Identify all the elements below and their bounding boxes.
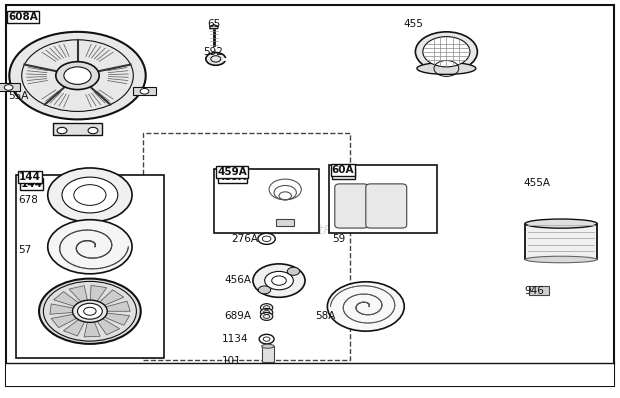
Polygon shape <box>63 317 86 336</box>
FancyBboxPatch shape <box>366 184 407 228</box>
Circle shape <box>64 67 91 84</box>
Bar <box>525 224 597 259</box>
Text: eReplacementParts.com: eReplacementParts.com <box>234 224 386 237</box>
Circle shape <box>259 286 271 294</box>
Text: 608A: 608A <box>8 12 38 22</box>
Text: 1134: 1134 <box>222 334 249 344</box>
Text: 60A: 60A <box>333 168 354 178</box>
Text: 144: 144 <box>19 172 40 182</box>
Text: 60A: 60A <box>332 164 354 175</box>
Text: 59: 59 <box>332 234 345 244</box>
Bar <box>133 87 156 95</box>
Polygon shape <box>101 301 130 311</box>
Text: 456A: 456A <box>224 275 252 285</box>
Polygon shape <box>69 286 88 304</box>
Text: 455A: 455A <box>524 178 551 188</box>
Bar <box>53 123 102 135</box>
Circle shape <box>423 37 470 67</box>
Circle shape <box>287 267 299 275</box>
Polygon shape <box>97 290 124 307</box>
Polygon shape <box>100 312 130 325</box>
Ellipse shape <box>417 62 476 74</box>
Circle shape <box>260 308 273 316</box>
Polygon shape <box>91 285 107 304</box>
Text: 459A: 459A <box>217 167 247 177</box>
Text: 57: 57 <box>19 244 32 255</box>
Circle shape <box>327 282 404 331</box>
Bar <box>0 84 20 92</box>
Polygon shape <box>54 292 82 308</box>
Text: 678: 678 <box>19 195 38 205</box>
Bar <box>6 363 614 386</box>
Text: 455: 455 <box>403 19 423 29</box>
Circle shape <box>39 279 141 344</box>
Circle shape <box>140 88 149 94</box>
Circle shape <box>78 303 102 319</box>
Ellipse shape <box>525 219 597 228</box>
Circle shape <box>48 220 132 274</box>
Circle shape <box>73 300 107 322</box>
Circle shape <box>48 168 132 222</box>
Circle shape <box>260 312 273 320</box>
Bar <box>143 133 350 360</box>
Polygon shape <box>84 319 100 337</box>
Circle shape <box>206 53 226 65</box>
Circle shape <box>62 177 118 213</box>
Circle shape <box>88 127 98 134</box>
Circle shape <box>9 32 146 119</box>
Polygon shape <box>210 25 218 29</box>
Circle shape <box>259 334 274 344</box>
Polygon shape <box>50 304 78 314</box>
Text: 58A: 58A <box>315 311 335 321</box>
Text: 55A: 55A <box>8 91 29 101</box>
Ellipse shape <box>525 256 597 263</box>
Circle shape <box>258 233 275 244</box>
Text: 946: 946 <box>524 285 544 296</box>
Bar <box>329 165 437 233</box>
Bar <box>16 175 164 358</box>
Text: 276A: 276A <box>231 234 259 244</box>
Text: 689A: 689A <box>224 311 252 321</box>
Circle shape <box>4 85 13 90</box>
Circle shape <box>56 62 99 90</box>
Bar <box>262 346 274 362</box>
Text: 65: 65 <box>207 19 220 29</box>
Polygon shape <box>51 314 81 328</box>
Circle shape <box>57 127 67 134</box>
Circle shape <box>260 304 273 312</box>
Text: 101: 101 <box>222 356 242 367</box>
Polygon shape <box>95 317 120 335</box>
Circle shape <box>253 264 305 297</box>
Circle shape <box>415 32 477 72</box>
Text: 592: 592 <box>203 47 223 57</box>
FancyBboxPatch shape <box>335 184 368 228</box>
Circle shape <box>265 271 293 290</box>
Bar <box>276 219 294 226</box>
Text: 459A: 459A <box>218 172 246 182</box>
Bar <box>214 169 319 233</box>
Text: 144: 144 <box>20 179 42 189</box>
Ellipse shape <box>262 344 274 348</box>
Bar <box>529 286 549 295</box>
